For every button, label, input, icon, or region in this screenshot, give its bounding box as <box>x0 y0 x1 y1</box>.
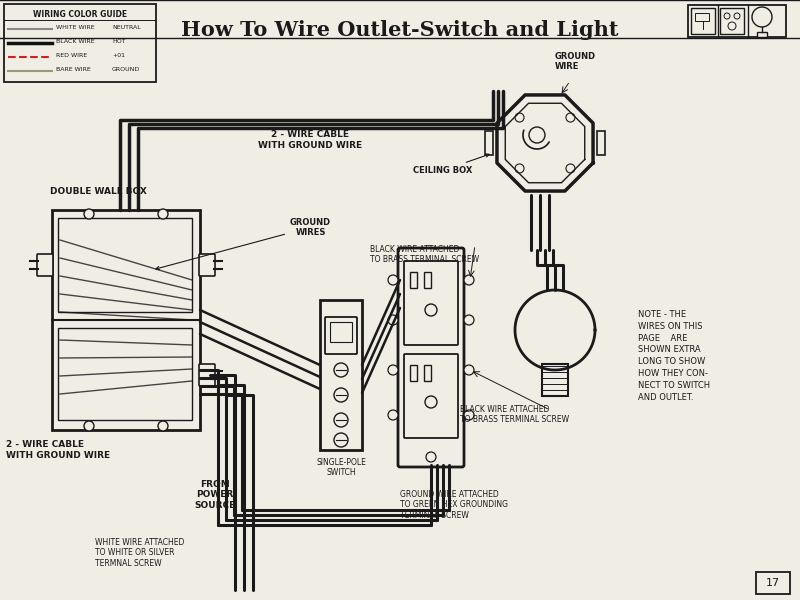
Circle shape <box>515 113 524 122</box>
FancyBboxPatch shape <box>199 364 215 386</box>
FancyBboxPatch shape <box>542 364 568 396</box>
Text: NEUTRAL: NEUTRAL <box>112 25 141 30</box>
Circle shape <box>84 421 94 431</box>
Circle shape <box>515 164 524 173</box>
Text: GROUND WIRE ATTACHED
TO GREEN HEX GROUNDING
TERMINAL SCREW: GROUND WIRE ATTACHED TO GREEN HEX GROUND… <box>400 490 508 520</box>
FancyBboxPatch shape <box>597 131 605 155</box>
Circle shape <box>566 113 575 122</box>
Text: How To Wire Outlet-Switch and Light: How To Wire Outlet-Switch and Light <box>182 20 618 40</box>
Text: 2 - WIRE CABLE
WITH GROUND WIRE: 2 - WIRE CABLE WITH GROUND WIRE <box>258 130 362 149</box>
Circle shape <box>388 365 398 375</box>
Text: FROM
POWER
SOURCE: FROM POWER SOURCE <box>194 480 236 510</box>
FancyBboxPatch shape <box>404 261 458 345</box>
Text: +01: +01 <box>112 53 125 58</box>
FancyBboxPatch shape <box>757 32 767 37</box>
Circle shape <box>334 363 348 377</box>
FancyBboxPatch shape <box>691 8 715 34</box>
FancyBboxPatch shape <box>58 218 192 312</box>
Circle shape <box>388 315 398 325</box>
Circle shape <box>425 304 437 316</box>
Circle shape <box>464 365 474 375</box>
Circle shape <box>388 275 398 285</box>
Text: 2 - WIRE CABLE
WITH GROUND WIRE: 2 - WIRE CABLE WITH GROUND WIRE <box>6 440 110 460</box>
Circle shape <box>334 388 348 402</box>
Circle shape <box>388 410 398 420</box>
FancyBboxPatch shape <box>424 365 431 381</box>
Circle shape <box>464 410 474 420</box>
Circle shape <box>334 433 348 447</box>
Circle shape <box>724 13 730 19</box>
Text: GROUND
WIRES: GROUND WIRES <box>156 218 331 269</box>
Circle shape <box>464 275 474 285</box>
Circle shape <box>752 7 772 27</box>
Text: 17: 17 <box>766 578 780 588</box>
Text: GROUND
WIRE: GROUND WIRE <box>555 52 596 71</box>
FancyBboxPatch shape <box>330 322 352 342</box>
Text: HOT: HOT <box>112 39 126 44</box>
Text: CEILING BOX: CEILING BOX <box>413 154 490 175</box>
FancyBboxPatch shape <box>37 254 53 276</box>
Text: GROUND: GROUND <box>112 67 140 72</box>
FancyBboxPatch shape <box>4 4 156 82</box>
Circle shape <box>529 127 545 143</box>
Circle shape <box>158 209 168 219</box>
FancyBboxPatch shape <box>199 254 215 276</box>
FancyBboxPatch shape <box>58 328 192 420</box>
Circle shape <box>158 421 168 431</box>
FancyBboxPatch shape <box>688 5 786 37</box>
Circle shape <box>84 209 94 219</box>
Circle shape <box>425 396 437 408</box>
Text: RED WIRE: RED WIRE <box>56 53 87 58</box>
Text: BLACK WIRE ATTACHED
TO BRASS TERMINAL SCREW: BLACK WIRE ATTACHED TO BRASS TERMINAL SC… <box>460 405 569 424</box>
FancyBboxPatch shape <box>720 8 744 34</box>
Text: WHITE WIRE ATTACHED
TO WHITE OR SILVER
TERMNAL SCREW: WHITE WIRE ATTACHED TO WHITE OR SILVER T… <box>95 538 184 568</box>
FancyBboxPatch shape <box>756 572 790 594</box>
Text: SINGLE-POLE
SWITCH: SINGLE-POLE SWITCH <box>316 458 366 478</box>
FancyBboxPatch shape <box>320 300 362 450</box>
Text: BLACK WIRE ATTACHED
TO BRASS TERMINAL SCREW: BLACK WIRE ATTACHED TO BRASS TERMINAL SC… <box>370 245 479 265</box>
Circle shape <box>728 22 736 30</box>
FancyBboxPatch shape <box>410 365 417 381</box>
FancyBboxPatch shape <box>410 272 417 288</box>
Text: NOTE - THE
WIRES ON THIS
PAGE    ARE
SHOWN EXTRA
LONG TO SHOW
HOW THEY CON-
NECT: NOTE - THE WIRES ON THIS PAGE ARE SHOWN … <box>638 310 710 401</box>
Circle shape <box>734 13 740 19</box>
FancyBboxPatch shape <box>325 317 357 354</box>
Circle shape <box>334 413 348 427</box>
FancyBboxPatch shape <box>52 210 200 430</box>
Text: DOUBLE WALL BOX: DOUBLE WALL BOX <box>50 187 147 196</box>
Text: BARE WIRE: BARE WIRE <box>56 67 90 72</box>
FancyBboxPatch shape <box>404 354 458 438</box>
FancyBboxPatch shape <box>485 131 493 155</box>
FancyBboxPatch shape <box>424 272 431 288</box>
Text: BLACK WIRE: BLACK WIRE <box>56 39 94 44</box>
FancyBboxPatch shape <box>398 248 464 467</box>
Circle shape <box>566 164 575 173</box>
Circle shape <box>464 315 474 325</box>
Text: WIRING COLOR GUIDE: WIRING COLOR GUIDE <box>33 10 127 19</box>
FancyBboxPatch shape <box>695 13 709 21</box>
Text: WHITE WIRE: WHITE WIRE <box>56 25 94 30</box>
Circle shape <box>426 452 436 462</box>
